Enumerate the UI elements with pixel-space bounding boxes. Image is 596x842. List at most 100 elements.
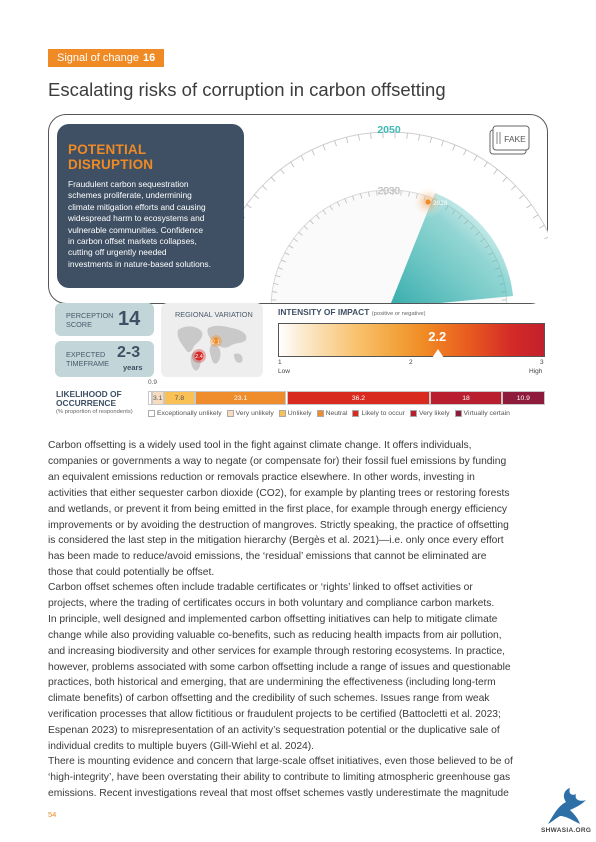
world-map-icon: 2.1 2.4 [177, 325, 247, 371]
body-line: those that could potentially be offset. [48, 567, 215, 579]
likelihood-segment [148, 391, 152, 405]
signal-tag: Signal of change 16 [48, 49, 165, 67]
year-2028-label: 2028 [433, 200, 448, 207]
hero-frame [48, 114, 548, 304]
legend-item: Exceptionally unlikely [148, 410, 222, 417]
impact-tick-label: 2 [409, 359, 413, 366]
legend-label: Virtually certain [463, 410, 510, 417]
page-number: 54 [48, 810, 57, 819]
legend-swatch [226, 410, 234, 417]
body-line: is considered the last step in the mitig… [48, 535, 504, 547]
region-marker-label: 2.4 [195, 354, 203, 360]
body-line: Carbon offset schemes often include trad… [48, 582, 473, 593]
body-line: In principle, well designed and implemen… [48, 613, 498, 625]
disruption-text: Fraudulent carbon sequestration schemes … [68, 179, 234, 270]
body-paragraph: Carbon offsetting is a widely used tool … [48, 438, 548, 581]
impact-subtitle: (positive or negative) [371, 311, 426, 317]
body-line: There is mounting evidence and concern t… [48, 756, 513, 767]
region-marker-label: 2.1 [212, 340, 220, 346]
likelihood-legend: Exceptionally unlikely Very unlikely Unlik… [148, 409, 510, 418]
likelihood-segment: 23.1 [194, 391, 287, 405]
timeline-radar: 2050 2030 2028 [230, 124, 548, 303]
body-paragraph: Carbon offset schemes often include trad… [48, 580, 548, 755]
legend-label: Neutral [325, 410, 348, 417]
body-line: individual credits to multiple buyers (G… [48, 741, 314, 753]
body-line: an equivalent emissions reduction or rem… [48, 471, 475, 483]
disruption-line: cutting off urgently needed [68, 247, 167, 258]
year-2050-label: 2050 [377, 124, 401, 136]
disruption-title: POTENTIAL DISRUPTION [68, 142, 154, 172]
timeframe-label-line: EXPECTED [66, 350, 106, 359]
perception-score-value: 14 [118, 308, 141, 330]
legend-item: Very unlikely [226, 410, 274, 417]
disruption-line: widespread harm to ecosystems and [68, 213, 205, 224]
body-line: however, problems associated with some c… [48, 661, 511, 673]
likelihood-segment: 3.1 [151, 391, 164, 405]
legend-swatch [316, 410, 324, 417]
perception-label: PERCEPTION SCORE [66, 311, 113, 329]
body-line: change while also providing valuable co-… [48, 629, 502, 641]
legend-swatch [454, 410, 462, 417]
watermark-text: SHWASIA.ORG [541, 827, 592, 834]
impact-high-label: High [529, 368, 543, 375]
disruption-line: climate mitigation efforts and causing [68, 201, 206, 212]
timeframe-card: EXPECTED TIMEFRAME 2-3 years [55, 341, 154, 377]
body-line: practices, both historical and emerging,… [48, 677, 496, 689]
body-line: verification processes that allow fictit… [48, 709, 501, 721]
potential-disruption-panel: POTENTIAL DISRUPTION Fraudulent carbon s… [57, 124, 244, 288]
timeframe-label: EXPECTED TIMEFRAME [66, 350, 109, 368]
impact-gradient-bar [278, 323, 545, 357]
legend-label: Very likely [418, 410, 450, 417]
legend-item: Neutral [316, 410, 348, 417]
body-line: improvements or by avoiding the destruct… [48, 519, 509, 531]
likelihood-segment: 36.2 [286, 391, 431, 405]
impact-tick-label: 3 [540, 359, 544, 366]
body-line: ‘high-integrity’, have been overstating … [48, 771, 511, 783]
likelihood-segment: 10.9 [501, 391, 545, 405]
likelihood-smallest-value: 0.9 [148, 379, 158, 386]
disruption-line: in carbon offset markets collapses, [68, 236, 197, 247]
legend-label: Likely to occur [361, 410, 405, 417]
impact-marker [432, 349, 445, 358]
body-line: projects, where the trading of certifica… [48, 597, 495, 609]
likelihood-segment: 18 [430, 391, 502, 405]
legend-item: Virtually certain [454, 410, 510, 417]
page-title: Escalating risks of corruption in carbon… [48, 79, 446, 100]
body-line: has been made to reduce/avoid emissions,… [48, 551, 487, 563]
likelihood-title-line: OCCURRENCE [56, 398, 117, 408]
legend-swatch [409, 410, 417, 417]
timeframe-unit: years [123, 363, 143, 372]
legend-item: Very likely [409, 410, 450, 417]
impact-low-label: Low [278, 368, 290, 375]
impact-title: INTENSITY OF IMPACT (positive or negativ… [278, 307, 426, 317]
body-line: companies or governments a way to negate… [48, 455, 507, 467]
body-line: Espenan 2023) to misrepresentation of an… [48, 725, 500, 737]
regional-variation-title: REGIONAL VARIATION [175, 310, 253, 319]
legend-item: Likely to occur [352, 410, 405, 417]
likelihood-title: LIKELIHOOD OF OCCURRENCE [56, 390, 122, 408]
legend-label: Unlikely [287, 410, 312, 417]
impact-value: 2.2 [428, 329, 447, 344]
legend-item: Unlikely [278, 410, 312, 417]
likelihood-subtitle: (% proportion of respondents) [56, 409, 133, 415]
timeframe-label-line: TIMEFRAME [66, 359, 109, 368]
legend-label: Very unlikely [235, 410, 274, 417]
signal-dot [425, 199, 431, 205]
body-paragraph: There is mounting evidence and concern t… [48, 754, 548, 802]
legend-swatch [148, 410, 155, 417]
bird-logo-icon [548, 788, 586, 824]
year-2030-label: 2030 [378, 186, 401, 197]
body-line: activities that either sequester carbon … [48, 487, 510, 499]
teal-beam [391, 193, 513, 303]
disruption-line: vulnerable communities. Confidence [68, 224, 204, 235]
region-marker-high-core [212, 337, 220, 345]
fake-icon-label: FAKE [504, 134, 526, 144]
disruption-line: investments in nature-based solutions. [68, 258, 211, 269]
body-line: and increasing biodiversity and other se… [48, 645, 505, 657]
body-line: Carbon offsetting is a widely used tool … [48, 440, 472, 451]
signal-tag-number: 16 [142, 52, 156, 64]
body-line: emissions. Recent investigations reveal … [48, 787, 509, 799]
timeframe-value: 2-3 [117, 344, 141, 361]
likelihood-segment: 7.8 [163, 391, 195, 405]
region-marker-low-core [194, 351, 204, 361]
